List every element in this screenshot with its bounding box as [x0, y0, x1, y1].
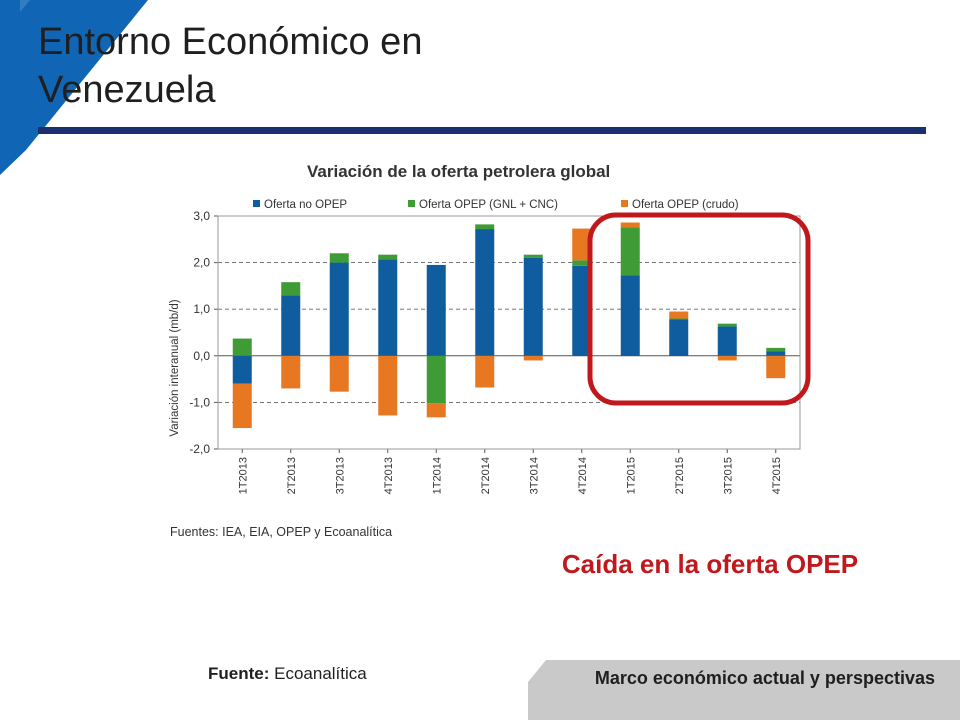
- x-tick-label: 1T2014: [431, 457, 443, 494]
- bar-segment: [378, 259, 398, 356]
- chart-container: Variación de la oferta petrolera global …: [150, 150, 830, 550]
- bar-segment: [329, 355, 349, 392]
- bar-segment: [717, 355, 737, 361]
- footer-source-label: Fuente:: [208, 664, 270, 683]
- bar-segment: [523, 254, 543, 258]
- bar-segment: [523, 355, 543, 361]
- x-tick-label: 3T2014: [528, 457, 540, 494]
- bar-segment: [378, 355, 398, 416]
- legend-label: Oferta OPEP (crudo): [632, 199, 739, 211]
- bar-segment: [475, 355, 495, 388]
- x-tick-label: 2T2015: [674, 457, 686, 494]
- bar-segment: [766, 351, 786, 356]
- x-axis-ticks: 1T2013 2T2013 3T2013 4T2013 1T2014 2T2014 3T20…: [237, 449, 783, 494]
- bars: [232, 222, 786, 429]
- x-tick-label: 4T2015: [771, 457, 783, 494]
- y-axis-label: Variación interanual (mb/d): [169, 299, 181, 436]
- bar-segment: [572, 260, 592, 266]
- bar-segment: [620, 227, 640, 276]
- x-tick-label: 2T2013: [286, 457, 298, 494]
- highlight-box: [587, 212, 811, 406]
- legend-label: Oferta OPEP (GNL + CNC): [419, 199, 558, 211]
- bar-segment: [426, 403, 446, 418]
- plot-frame: [217, 215, 801, 450]
- x-tick-label: 1T2013: [237, 457, 249, 494]
- footer-source: Fuente: Ecoanalítica: [208, 664, 367, 684]
- y-tick-label: 1,0: [193, 302, 210, 316]
- bar-segment: [717, 323, 737, 327]
- corner-accent: [0, 0, 148, 175]
- chart-title: Variación de la oferta petrolera global: [307, 162, 610, 181]
- footer-band-shape: [528, 660, 960, 720]
- y-tick-label: 0,0: [193, 349, 210, 363]
- x-tick-label: 2T2014: [480, 457, 492, 494]
- y-tick-label: 2,0: [193, 256, 210, 270]
- bar-segment: [572, 265, 592, 356]
- annotation-text: Caída en la oferta OPEP: [561, 549, 859, 579]
- x-tick-label: 4T2013: [383, 457, 395, 494]
- legend-swatch: [408, 200, 415, 207]
- bar-segment: [717, 326, 737, 356]
- footer-text: Marco económico actual y perspectivas: [594, 668, 935, 688]
- bar-segment: [281, 282, 301, 296]
- bar-segment: [620, 222, 640, 228]
- bar-segment: [766, 355, 786, 379]
- chart-source: Fuentes: IEA, EIA, OPEP y Ecoanalítica: [170, 525, 393, 539]
- bar-segment: [523, 257, 543, 356]
- x-tick-label: 3T2015: [722, 457, 734, 494]
- bar-segment: [232, 383, 252, 429]
- bar-segment: [378, 254, 398, 260]
- y-axis-ticks: 3,0 2,0 1,0 0,0 -1,0 -2,0: [189, 209, 218, 456]
- y-tick-label: -1,0: [189, 395, 210, 409]
- bar-segment: [475, 229, 495, 356]
- grid-lines: [218, 262, 800, 403]
- bar-segment: [669, 318, 689, 320]
- footer-source-value: Ecoanalítica: [274, 664, 367, 683]
- x-tick-label: 3T2013: [334, 457, 346, 494]
- legend-label: Oferta no OPEP: [264, 199, 347, 211]
- y-tick-label: -2,0: [189, 442, 210, 456]
- bar-segment: [766, 347, 786, 352]
- y-tick-label: 3,0: [193, 209, 210, 223]
- legend-swatch: [621, 200, 628, 207]
- bar-segment: [572, 228, 592, 261]
- bar-segment: [475, 224, 495, 230]
- bar-segment: [669, 311, 689, 319]
- bar-segment: [281, 295, 301, 356]
- chart-legend: Oferta no OPEP Oferta OPEP (GNL + CNC) Ofe…: [253, 199, 739, 211]
- footer-band: [528, 660, 960, 720]
- bar-segment: [620, 275, 640, 356]
- bar-segment: [426, 355, 446, 404]
- x-tick-label: 4T2014: [577, 457, 589, 494]
- x-tick-label: 1T2015: [625, 457, 637, 494]
- bar-segment: [426, 264, 446, 356]
- bar-segment: [232, 355, 252, 384]
- bar-chart: Variación de la oferta petrolera global …: [169, 162, 811, 494]
- title-divider: [38, 127, 926, 134]
- page-title: Entorno Económico en Venezuela: [38, 21, 423, 111]
- bar-segment: [669, 319, 689, 356]
- bar-segment: [232, 338, 252, 356]
- bar-segment: [329, 253, 349, 263]
- bar-segment: [329, 262, 349, 356]
- legend-swatch: [253, 200, 260, 207]
- bar-segment: [281, 355, 301, 389]
